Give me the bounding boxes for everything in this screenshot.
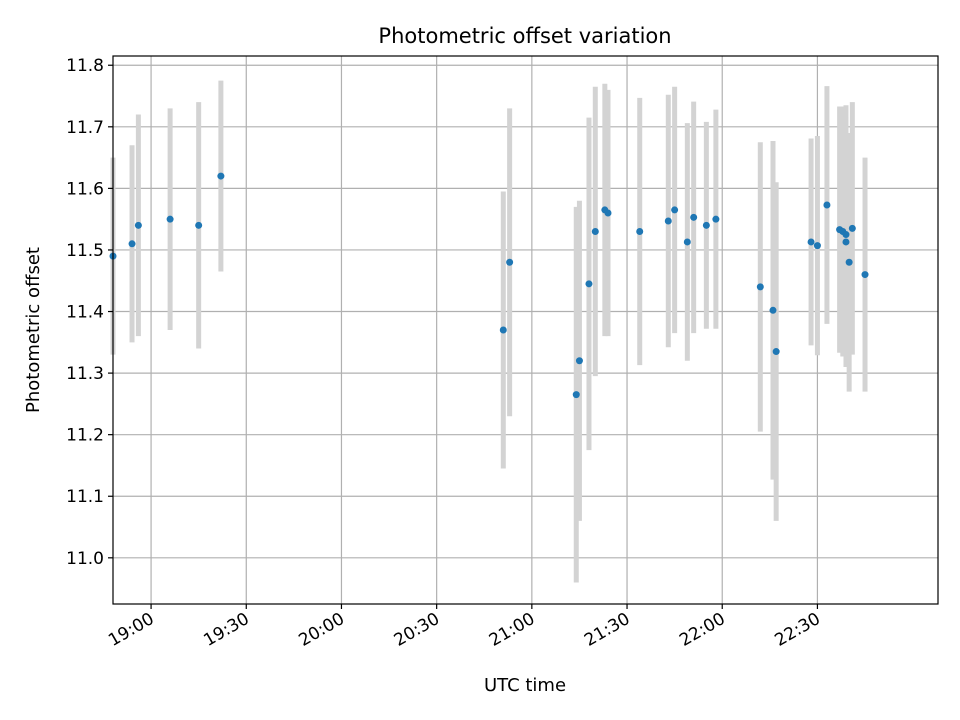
y-axis-label: Photometric offset — [23, 247, 44, 413]
data-point — [128, 240, 136, 248]
data-point — [585, 280, 593, 288]
data-point — [591, 227, 599, 235]
y-tick-label: 11.3 — [66, 364, 104, 384]
data-point — [756, 283, 764, 291]
data-point — [823, 201, 831, 209]
y-tick-label: 11.4 — [66, 303, 104, 323]
data-point — [506, 258, 514, 266]
axis-ticks — [108, 64, 819, 609]
data-point — [712, 215, 720, 223]
data-point — [671, 206, 679, 214]
y-tick-label: 11.8 — [66, 56, 104, 76]
data-points — [109, 172, 869, 399]
data-point — [842, 231, 850, 239]
chart-title: Photometric offset variation — [378, 24, 671, 48]
data-point — [845, 258, 853, 266]
data-point — [690, 213, 698, 221]
y-tick-label: 11.1 — [66, 487, 104, 507]
plot-frame — [112, 55, 939, 605]
data-point — [861, 271, 869, 279]
data-point — [195, 221, 203, 229]
data-point — [772, 348, 780, 356]
data-point — [842, 238, 850, 246]
data-point — [664, 217, 672, 225]
data-point — [499, 326, 507, 334]
x-axis-label: UTC time — [484, 675, 566, 696]
data-point — [636, 227, 644, 235]
data-point — [683, 238, 691, 246]
y-tick-label: 11.6 — [66, 179, 104, 199]
data-point — [217, 172, 225, 180]
data-point — [702, 221, 710, 229]
data-point — [134, 221, 142, 229]
data-point — [807, 238, 815, 246]
data-point — [572, 391, 580, 399]
y-tick-label: 11.5 — [66, 241, 104, 261]
data-point — [848, 224, 856, 232]
y-tick-label: 11.0 — [66, 549, 104, 569]
data-point — [166, 215, 174, 223]
y-tick-label: 11.7 — [66, 118, 104, 138]
y-tick-label: 11.2 — [66, 426, 104, 446]
data-point — [769, 306, 777, 314]
data-point — [575, 357, 583, 365]
data-point — [604, 209, 612, 217]
data-point — [813, 242, 821, 250]
